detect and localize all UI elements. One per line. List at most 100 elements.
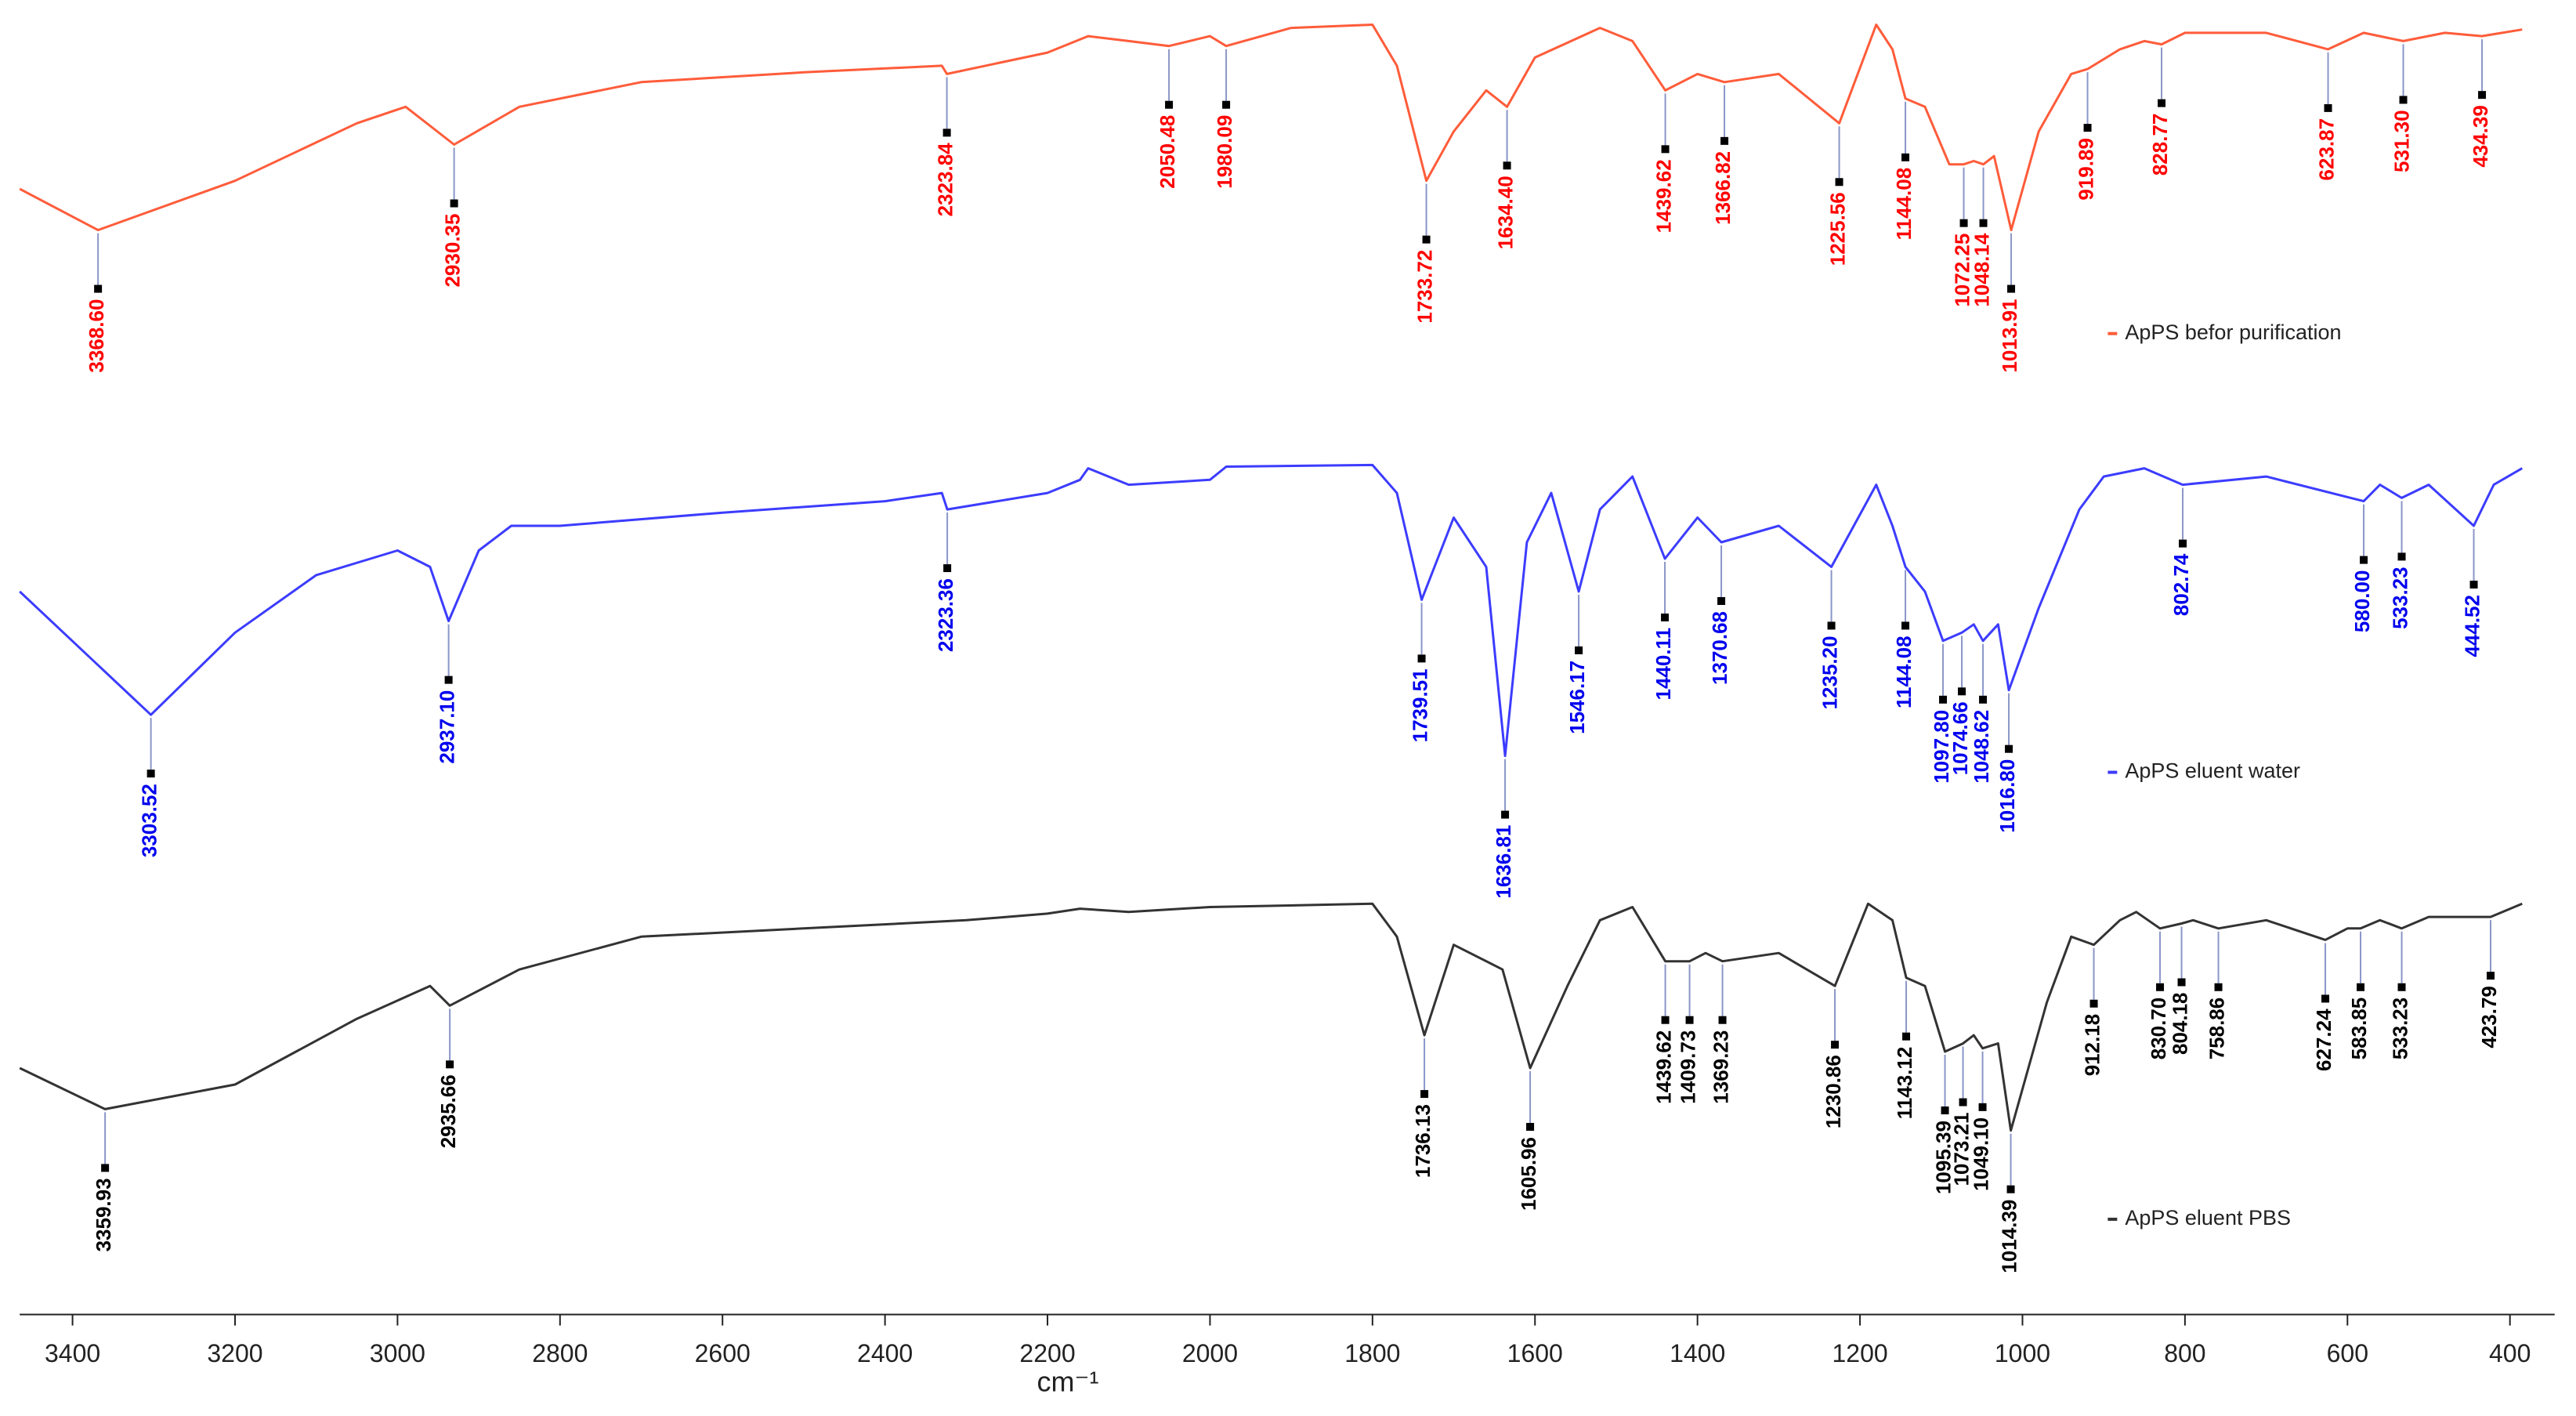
x-tick-label: 3400 [45, 1339, 100, 1367]
peak-marker [2214, 983, 2223, 991]
peak-label: 1733.72 [1413, 250, 1436, 324]
peak-label: 1013.91 [1998, 299, 2021, 373]
x-tick-label: 1000 [1995, 1339, 2050, 1367]
peak-marker [1827, 621, 1836, 630]
spectrum-line [19, 24, 2523, 232]
peak-label: 912.18 [2080, 1014, 2104, 1077]
peak-label: 2323.84 [933, 143, 957, 217]
x-tick-label: 2200 [1019, 1339, 1075, 1367]
peak-marker [1501, 810, 1510, 819]
peak-label: 758.86 [2205, 998, 2228, 1060]
x-axis-title: cm⁻¹ [1037, 1366, 1099, 1398]
peak-marker [2469, 581, 2478, 589]
peak-label: 623.87 [2314, 118, 2338, 181]
peak-label: 1369.23 [1709, 1030, 1732, 1104]
peak-marker [2179, 539, 2187, 548]
peak-label: 1144.08 [1892, 168, 1916, 241]
peak-label: 1439.62 [1652, 1030, 1675, 1104]
peak-marker [942, 129, 951, 137]
peak-label: 1016.80 [1995, 759, 2019, 833]
peak-label: 1235.20 [1818, 636, 1841, 709]
peak-marker [2397, 983, 2406, 991]
peak-marker [94, 284, 103, 293]
peak-label: 1546.17 [1565, 661, 1589, 734]
peak-label: 1409.73 [1676, 1030, 1699, 1104]
legend-label: ApPS befor purification [2125, 321, 2341, 344]
peak-label: 1048.14 [1970, 233, 1993, 307]
peak-marker [2083, 124, 2092, 132]
x-tick-label: 2600 [695, 1339, 751, 1367]
peak-marker [1420, 1090, 1429, 1099]
x-tick-label: 400 [2489, 1339, 2531, 1367]
peak-label: 1073.21 [1949, 1113, 1973, 1186]
peak-label: 1230.86 [1822, 1055, 1845, 1128]
peak-label: 2937.10 [435, 690, 458, 764]
peak-label: 1049.10 [1969, 1117, 1992, 1191]
peak-label: 2935.66 [436, 1074, 460, 1148]
peak-marker [1417, 654, 1426, 663]
peak-marker [2357, 983, 2365, 991]
peak-marker [943, 564, 952, 573]
peak-label: 434.39 [2469, 105, 2492, 168]
peak-marker [2007, 284, 2016, 293]
x-tick-label: 800 [2164, 1339, 2205, 1367]
peak-marker [1978, 1103, 1987, 1111]
peak-marker [1503, 161, 1511, 170]
peak-label: 1072.25 [1950, 234, 1974, 307]
peak-marker [1685, 1016, 1694, 1024]
peak-marker [2324, 103, 2332, 112]
peak-label: 580.00 [2350, 570, 2374, 633]
peak-label: 1097.80 [1930, 710, 1953, 784]
spectrum-line [19, 463, 2524, 758]
x-tick-label: 2400 [857, 1339, 913, 1367]
peak-label: 3303.52 [138, 784, 161, 857]
peak-label: 3359.93 [92, 1178, 115, 1251]
peak-label: 1736.13 [1411, 1104, 1435, 1178]
peak-label: 1144.08 [1892, 636, 1916, 708]
peak-marker [2158, 99, 2166, 107]
peak-label: 1014.39 [1997, 1200, 2021, 1273]
x-tick-label: 2800 [532, 1339, 588, 1367]
peak-marker [2321, 994, 2330, 1003]
x-tick-label: 1800 [1344, 1339, 1400, 1367]
peak-marker [1575, 646, 1583, 654]
peak-marker [1979, 219, 1988, 227]
peak-marker [1958, 687, 1966, 696]
peak-marker [1422, 235, 1431, 244]
peak-label: 830.70 [2147, 998, 2170, 1060]
x-tick-label: 1400 [1670, 1339, 1725, 1367]
peak-label: 1634.40 [1493, 176, 1517, 249]
peak-label: 1143.12 [1893, 1047, 1916, 1120]
peak-label: 1439.62 [1652, 159, 1675, 233]
x-tick-label: 600 [2327, 1339, 2368, 1367]
peak-marker [1661, 1016, 1670, 1024]
peak-marker [1901, 621, 1910, 630]
peak-label: 444.52 [2460, 595, 2484, 657]
peak-label: 1074.66 [1948, 701, 1972, 775]
peak-marker [1941, 1106, 1949, 1115]
peak-marker [1835, 178, 1843, 187]
peak-label: 1370.68 [1708, 611, 1731, 685]
peak-marker [1720, 136, 1729, 145]
peak-marker [1661, 613, 1670, 621]
peak-marker [2360, 556, 2368, 564]
peak-label: 583.85 [2347, 998, 2371, 1060]
peak-label: 2050.48 [1156, 115, 1179, 189]
peak-label: 533.23 [2388, 567, 2411, 629]
peak-marker [1717, 596, 1726, 605]
peak-label: 627.24 [2312, 1009, 2335, 1071]
peak-marker [1222, 100, 1231, 109]
legend-label: ApPS eluent PBS [2125, 1206, 2291, 1229]
peak-label: 1440.11 [1652, 628, 1675, 701]
peak-label: 1366.82 [1711, 151, 1735, 225]
peak-marker [2089, 999, 2098, 1008]
x-tick-label: 1600 [1507, 1339, 1563, 1367]
peak-marker [2177, 978, 2186, 987]
peak-marker [101, 1164, 110, 1172]
peak-label: 1048.62 [1970, 710, 1993, 784]
peak-marker [1831, 1041, 1840, 1049]
peak-label: 533.23 [2388, 998, 2411, 1060]
peak-label: 919.89 [2074, 138, 2097, 201]
